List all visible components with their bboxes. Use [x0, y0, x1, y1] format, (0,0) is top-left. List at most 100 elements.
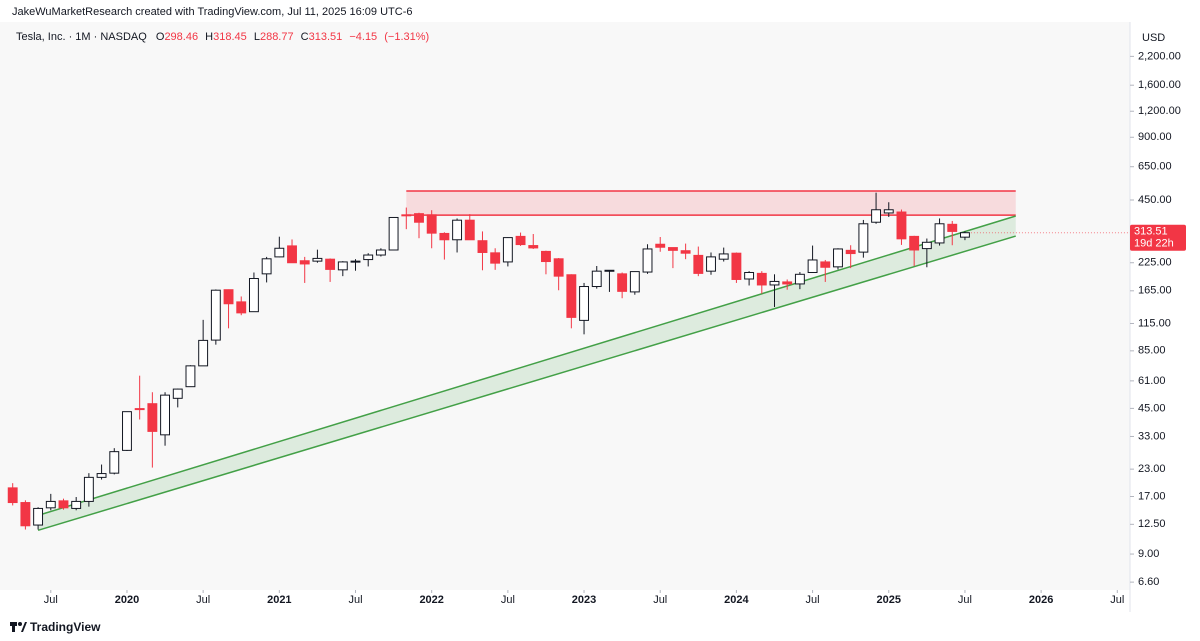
channel-upper [37, 215, 1016, 517]
candle-body [769, 280, 780, 286]
candle-body [947, 223, 958, 232]
x-tick-label: Jul [196, 594, 210, 606]
y-tick-label: 23.00 [1138, 463, 1166, 475]
candle-body [299, 260, 310, 265]
ohlc-label: L [254, 31, 260, 43]
candle-body [388, 216, 399, 251]
candle-body [337, 261, 348, 271]
x-tick-label: Jul [1110, 594, 1124, 606]
candle-body [134, 408, 145, 411]
ohlc-label: O [156, 31, 165, 43]
channel-lower [37, 235, 1016, 532]
candle-body [490, 252, 501, 264]
candle-body [617, 273, 628, 292]
candle-body [198, 339, 209, 367]
candle-body [858, 223, 869, 253]
candle-body [871, 209, 882, 223]
ohlc-value: 318.45 [213, 31, 247, 43]
price-badge-countdown: 19d 22h [1134, 238, 1174, 250]
candle-body [248, 278, 259, 313]
candle-body [845, 249, 856, 255]
y-tick-label: 1,200.00 [1138, 105, 1181, 117]
y-tick-label: 650.00 [1138, 161, 1172, 173]
y-tick-label: 225.00 [1138, 257, 1172, 269]
y-tick-label: 900.00 [1138, 131, 1172, 143]
plot-area [0, 22, 1130, 590]
candle-body [744, 271, 755, 280]
footer-brand: TradingView [30, 620, 101, 634]
candle-body [680, 250, 691, 254]
candle-body [629, 271, 640, 293]
candle-body [71, 500, 82, 509]
candle-body [566, 274, 577, 318]
candle-body [477, 240, 488, 253]
candle-body [718, 253, 729, 260]
candle-body [261, 258, 272, 275]
symbol-title: Tesla, Inc. · 1M · NASDAQ [16, 31, 147, 43]
candle-body [883, 209, 894, 214]
candle-body [541, 250, 551, 263]
candle-body [287, 245, 297, 264]
ohlc-value: 313.51 [309, 31, 343, 43]
candle-body [439, 232, 450, 241]
y-tick-label: 1,600.00 [1138, 79, 1181, 91]
candle-body [731, 252, 742, 280]
candle-body [667, 247, 678, 251]
x-tick-label: 2025 [877, 594, 901, 606]
ohlc-value: 298.46 [164, 31, 198, 43]
x-tick-label: Jul [806, 594, 820, 606]
x-tick-label: Jul [653, 594, 667, 606]
y-tick-label: 12.50 [1138, 518, 1166, 530]
candle-body [96, 473, 107, 478]
candle-body [325, 258, 336, 270]
candle-body [579, 286, 589, 321]
candle-body [706, 256, 716, 272]
y-tick-label: 17.00 [1138, 490, 1166, 502]
candle-body [160, 394, 171, 436]
y-tick-label: 450.00 [1138, 194, 1172, 206]
candle-body [452, 219, 463, 241]
change-percent: (−1.31%) [384, 31, 429, 43]
credit: JakeWuMarketResearch created with Tradin… [12, 6, 412, 18]
candle-body [960, 232, 970, 238]
candle-body [934, 223, 945, 244]
candle-body [807, 259, 818, 273]
y-tick-label: 2,200.00 [1138, 50, 1181, 62]
price-badge-value: 313.51 [1134, 226, 1168, 238]
x-tick-label: 2023 [572, 594, 596, 606]
candle-body [502, 237, 513, 263]
candle-body [604, 269, 615, 272]
candle-body [312, 257, 323, 262]
candle-body [58, 500, 69, 509]
x-tick-label: 2024 [724, 594, 749, 606]
y-tick-label: 165.00 [1138, 285, 1172, 297]
y-tick-label: 45.00 [1138, 402, 1166, 414]
candle-body [756, 272, 767, 286]
x-tick-label: Jul [501, 594, 515, 606]
tv-logo [10, 622, 27, 632]
y-tick-label: 85.00 [1138, 345, 1166, 357]
x-tick-label: Jul [958, 594, 972, 606]
currency: USD [1142, 32, 1165, 44]
candle-body [83, 476, 94, 502]
x-tick-label: 2022 [419, 594, 443, 606]
candle-body [833, 248, 843, 268]
resistance-zone [406, 191, 1016, 216]
y-tick-label: 9.00 [1138, 548, 1159, 560]
candle-body [426, 214, 437, 234]
candle-body [655, 243, 666, 248]
candle-body [642, 248, 653, 273]
candle-body [363, 254, 374, 261]
candle-body [782, 281, 793, 285]
y-tick-label: 33.00 [1138, 430, 1166, 442]
candle-body [401, 214, 412, 217]
x-tick-label: Jul [44, 594, 58, 606]
candle-body [515, 235, 526, 246]
candle-body [693, 254, 704, 274]
legend-row: Tesla, Inc. · 1M · NASDAQ O298.46 H318.4… [16, 31, 429, 43]
candle-body [921, 241, 932, 250]
change: −4.15 [349, 31, 377, 43]
y-tick-label: 6.60 [1138, 576, 1159, 588]
x-tick-label: 2020 [115, 594, 139, 606]
